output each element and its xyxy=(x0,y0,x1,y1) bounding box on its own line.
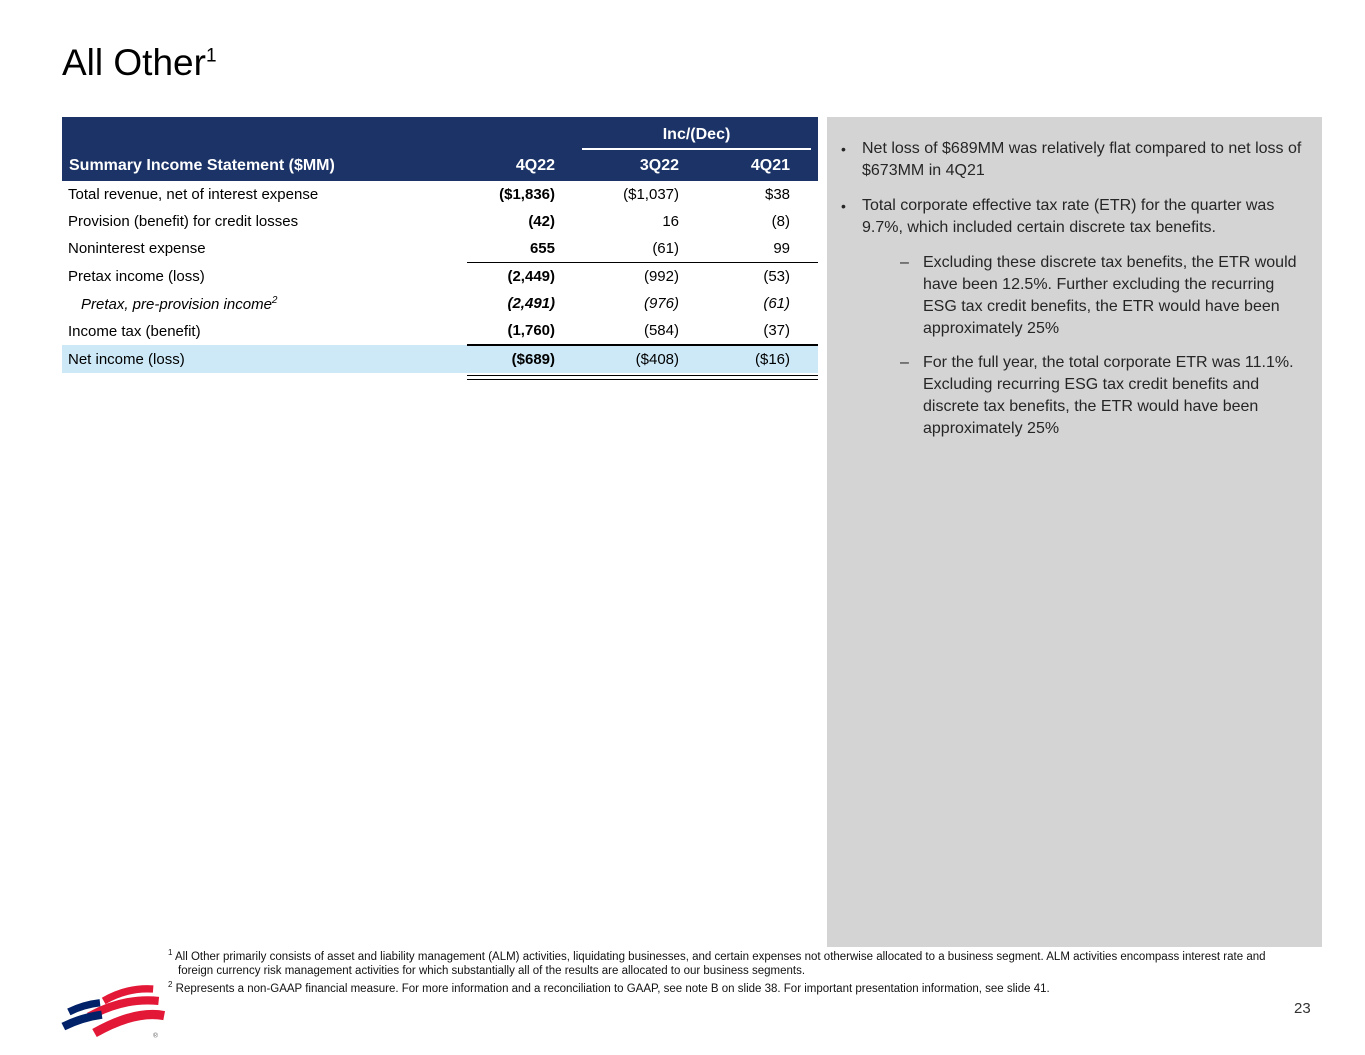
table-row-net-income: Net income (loss) ($689) ($408) ($16) xyxy=(62,344,819,373)
table-row-income-tax: Income tax (benefit) (1,760) (584) (37) xyxy=(62,317,818,345)
bullet-etr: • Total corporate effective tax rate (ET… xyxy=(841,195,1304,239)
cell-3q22: ($408) xyxy=(560,344,685,373)
cell-4q22: (42) xyxy=(528,213,555,230)
sub-bullet-discrete-tax: – Excluding these discrete tax benefits,… xyxy=(900,252,1304,340)
cell-3q22: (584) xyxy=(643,322,679,339)
cell-4q21: ($16) xyxy=(685,344,819,373)
bullet-text: Total corporate effective tax rate (ETR)… xyxy=(862,197,1275,236)
title-footnote-ref: 1 xyxy=(205,45,217,67)
cell-4q21: (8) xyxy=(771,213,791,230)
dash-icon: – xyxy=(900,354,909,371)
logo-red-stripe xyxy=(92,1009,166,1037)
cell-4q21: (61) xyxy=(763,295,791,312)
page-title-text: All Other xyxy=(62,42,206,83)
cell-4q21: $38 xyxy=(764,186,791,203)
cell-3q22: (976) xyxy=(643,295,679,312)
bank-of-america-logo: ® xyxy=(61,985,166,1040)
row-label: Pretax income (loss) xyxy=(68,267,205,285)
cell-3q22: (992) xyxy=(643,268,679,285)
table-row-provision: Provision (benefit) for credit losses (4… xyxy=(62,208,818,235)
column-header-4q22: 4Q22 xyxy=(467,150,560,181)
row-label: Net income (loss) xyxy=(62,345,467,373)
table-row-noninterest-expense: Noninterest expense 655 (61) 99 xyxy=(62,235,819,263)
dash-icon: – xyxy=(900,254,909,271)
spanner-empty-cell xyxy=(62,117,560,150)
page-number: 23 xyxy=(1294,1000,1311,1017)
footnotes: 1 All Other primarily consists of asset … xyxy=(168,946,1283,996)
commentary-panel: • Net loss of $689MM was relatively flat… xyxy=(827,117,1322,947)
logo-red-stripe xyxy=(101,985,154,1005)
table-total-double-rule xyxy=(467,375,818,380)
cell-4q22: ($689) xyxy=(467,344,560,373)
table-header-row: Summary Income Statement ($MM) 4Q22 3Q22… xyxy=(62,150,819,181)
row-label: Income tax (benefit) xyxy=(68,322,201,340)
table-row-pretax-income: Pretax income (loss) (2,449) (992) (53) xyxy=(62,263,818,291)
cell-4q22: (1,760) xyxy=(507,322,555,339)
cell-4q22: (2,491) xyxy=(507,295,555,312)
table-row-total-revenue: Total revenue, net of interest expense (… xyxy=(62,181,818,208)
row-label: Provision (benefit) for credit losses xyxy=(68,213,299,230)
column-header-3q22: 3Q22 xyxy=(560,150,685,181)
sub-bullet-text: Excluding these discrete tax benefits, t… xyxy=(923,254,1297,337)
sub-bullet-full-year-etr: – For the full year, the total corporate… xyxy=(900,352,1304,440)
summary-income-table-grid: Inc/(Dec) Summary Income Statement ($MM)… xyxy=(62,117,819,373)
cell-4q21: 99 xyxy=(685,235,819,263)
bullet-net-loss: • Net loss of $689MM was relatively flat… xyxy=(841,138,1304,182)
logo-blue-stripe xyxy=(61,1010,103,1031)
inc-dec-spanner-label: Inc/(Dec) xyxy=(582,126,812,150)
cell-3q22: (61) xyxy=(560,235,685,263)
cell-4q21: (37) xyxy=(763,322,791,339)
cell-4q22: 655 xyxy=(467,235,560,263)
footnote-text: Represents a non-GAAP financial measure.… xyxy=(175,982,1050,995)
page-title: All Other1 xyxy=(62,42,217,84)
footnote-2: 2 Represents a non-GAAP financial measur… xyxy=(168,978,1283,996)
row-label: Total revenue, net of interest expense xyxy=(68,186,319,203)
cell-4q22: (2,449) xyxy=(507,268,555,285)
cell-4q22: ($1,836) xyxy=(499,186,555,203)
sub-bullet-text: For the full year, the total corporate E… xyxy=(923,354,1294,437)
column-header-label: Summary Income Statement ($MM) xyxy=(62,150,467,181)
cell-3q22: ($1,037) xyxy=(623,186,679,203)
logo-blue-stripe xyxy=(67,999,101,1016)
row-label-text: Pretax, pre-provision income xyxy=(81,295,272,313)
logo-registered-mark: ® xyxy=(153,1032,158,1040)
table-spanner-row: Inc/(Dec) xyxy=(62,117,819,150)
bullet-icon: • xyxy=(841,198,846,214)
column-header-4q21: 4Q21 xyxy=(685,150,819,181)
inc-dec-spanner-cell: Inc/(Dec) xyxy=(560,117,819,150)
row-label: Pretax, pre-provision income2 xyxy=(62,290,467,317)
bullet-text: Net loss of $689MM was relatively flat c… xyxy=(862,140,1302,179)
cell-3q22: 16 xyxy=(662,213,679,230)
cell-4q21: (53) xyxy=(763,268,791,285)
footnote-marker: 2 xyxy=(168,979,173,989)
row-footnote-ref: 2 xyxy=(271,294,278,306)
bullet-icon: • xyxy=(841,141,846,157)
row-label: Noninterest expense xyxy=(68,240,206,258)
footnote-marker: 1 xyxy=(168,948,173,957)
table-row-pretax-pre-provision: Pretax, pre-provision income2 (2,491) (9… xyxy=(62,290,818,317)
summary-income-table: Inc/(Dec) Summary Income Statement ($MM)… xyxy=(62,117,819,380)
footnote-1: 1 All Other primarily consists of asset … xyxy=(168,946,1283,978)
footnote-text: All Other primarily consists of asset an… xyxy=(175,950,1266,977)
